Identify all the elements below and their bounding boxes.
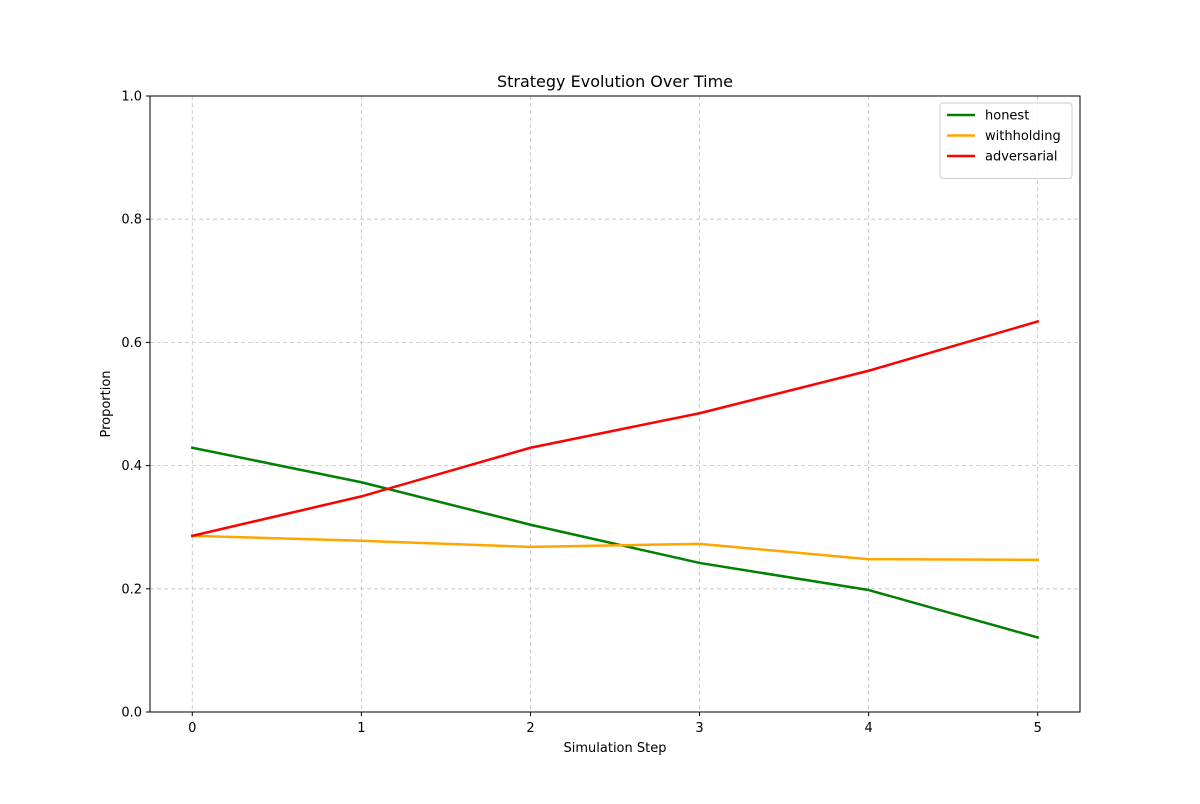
axis-ticks: 0 1 2 3 4 5 0.0 0.2 0.4 0.6 0.8 1.0 <box>121 90 1042 737</box>
grid <box>150 95 1080 713</box>
series-line-honest <box>190 446 1040 640</box>
x-tick-label: 5 <box>1034 721 1042 736</box>
y-tick-label: 1.0 <box>121 90 142 105</box>
x-tick-label: 1 <box>357 721 365 736</box>
y-axis-label: Proportion <box>99 370 114 437</box>
y-tick-label: 0.8 <box>121 213 142 228</box>
legend-label-honest: honest <box>985 109 1029 124</box>
y-tick-label: 0.0 <box>121 706 142 721</box>
series-line-withholding <box>190 534 1039 562</box>
y-tick-label: 0.4 <box>121 459 142 474</box>
legend: honest withholding adversarial <box>939 102 1073 179</box>
x-tick-label: 2 <box>526 721 534 736</box>
x-tick-label: 3 <box>695 721 703 736</box>
x-axis-label: Simulation Step <box>564 741 667 756</box>
legend-label-adversarial: adversarial <box>985 150 1058 165</box>
x-tick-label: 4 <box>864 721 872 736</box>
legend-box <box>939 102 1073 179</box>
y-tick-label: 0.2 <box>121 582 142 597</box>
plot-frame <box>149 95 1081 713</box>
series-line-adversarial <box>190 319 1040 538</box>
y-tick-label: 0.6 <box>121 336 142 351</box>
series-lines <box>190 319 1040 640</box>
legend-label-withholding: withholding <box>985 129 1061 144</box>
x-tick-label: 0 <box>188 721 196 736</box>
chart-title: Strategy Evolution Over Time <box>497 72 733 91</box>
